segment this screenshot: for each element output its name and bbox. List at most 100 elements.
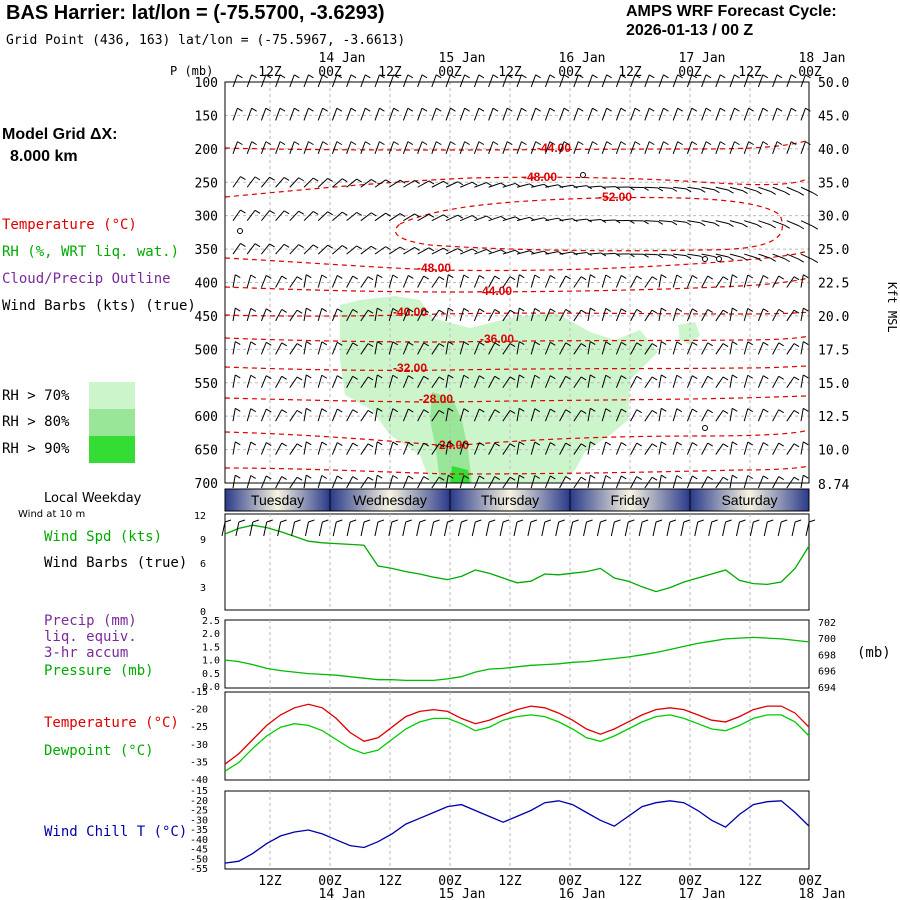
wind-barb-flag [494,442,500,447]
wind-barb-flag [321,408,328,413]
wind-barb-flag [657,254,664,259]
wind-barb [402,342,409,355]
wind-barb-flag [661,441,667,446]
wind-barb-flag [763,375,769,380]
wind-barb-flag [443,247,449,252]
wind-barbs-upper [232,74,819,489]
wind-barb-flag [636,442,642,447]
wind-barb-flag [805,141,811,146]
weekday-name: Wednesday [353,492,427,508]
wind-barb-flag [671,187,678,192]
wind-barb-flag [306,374,312,379]
pressure-tick: 400 [195,277,218,292]
wind-barb [331,108,338,121]
model-grid-value: 8.000 km [10,148,78,165]
wind-barb [232,341,236,355]
wind-barb [743,441,749,455]
wind-barb [701,141,707,155]
wind-barb [402,475,409,489]
wind-barb-flag [519,474,525,479]
wind-barb-flag [590,274,596,279]
wind-barb-flag [707,409,713,414]
wind-barb [289,108,295,121]
wind-barb-flag [385,246,391,251]
wind-barb [587,374,591,388]
wind-barb-flag [479,375,485,380]
wind-chill-tick: -20 [190,796,208,807]
surface-wind-barb-flag [405,519,412,523]
wind-barb [431,309,440,322]
wind-barb-flag [399,246,406,251]
wind-barb [587,441,591,455]
wind-barb [303,141,309,155]
wind-speed-series-0 [224,524,810,593]
wind-barb-flag [492,74,499,79]
surface-wind-barb-flag [558,519,565,523]
wind-barb [289,410,298,422]
wind-barb-flag [803,407,809,412]
wind-barb-flag [651,476,658,481]
wind-barb-flag [748,141,754,146]
wind-barb [544,275,551,288]
wind-barb-flag [648,74,655,79]
surface-wind-barb-flag [447,519,454,523]
surface-wind-barb-flag [781,519,788,523]
wind-barb-flag [392,441,399,446]
wind-barb-flag [235,407,241,412]
wind-barb-flag [279,141,286,146]
wind-barb [445,408,449,422]
wind-barb-flag [464,107,470,112]
pressure-tick: 450 [195,310,218,325]
wind-barb [701,476,709,489]
wind-barb [232,74,238,88]
wind-barb [559,74,565,88]
wind-barb-flag [435,141,442,146]
height-tick: 50.0 [818,76,849,91]
wind-barb [587,219,601,222]
wind-barb [473,108,480,121]
wind-barb [559,476,567,489]
wind-barb-flag [812,225,819,230]
wind-barb-flag [448,407,454,412]
wind-barb [644,276,653,288]
wind-barb [729,341,733,355]
wind-barb [800,308,804,322]
wind-barb [757,475,764,489]
wind-barb-flag [550,408,556,413]
wind-barb-flag [705,74,712,79]
wind-barb-flag [254,209,261,214]
wind-barb-flag [457,214,464,219]
wind-barb [687,220,701,224]
wind-barb [374,374,378,388]
wind-barb-flag [322,141,328,146]
wind-barb [673,220,687,223]
wind-barb-flag [763,475,769,480]
surface-wind-barb-flag [641,519,649,523]
wind-barb-flag [296,343,303,347]
wind-barb-flag [281,375,287,380]
wind-barb [431,443,440,455]
wind-barb [246,408,252,422]
wind-barb-flag [634,107,641,112]
temperature-tick: -20 [190,705,208,716]
calm-circle [580,172,586,178]
wind-barb-flag [377,307,383,312]
surface-wind-barb [360,521,365,537]
wind-barb [530,308,536,322]
wind-barb [530,475,536,489]
wind-barb-flag [699,222,706,227]
wind-barb-flag [676,408,683,413]
wind-barb [800,274,804,288]
wind-barb [445,108,451,121]
wind-barb-flag [356,178,362,183]
calm-circle [702,256,708,262]
wind-barb-flag [621,408,627,413]
wind-barb-flag [676,274,683,279]
wind-barb [559,184,573,188]
wind-barb-flag [306,341,312,345]
isotherm [224,429,810,447]
wind-barb-flag [534,441,541,446]
wind-barb [516,250,530,255]
wind-barb-flag [392,274,399,279]
wind-barb-flag [519,307,525,312]
